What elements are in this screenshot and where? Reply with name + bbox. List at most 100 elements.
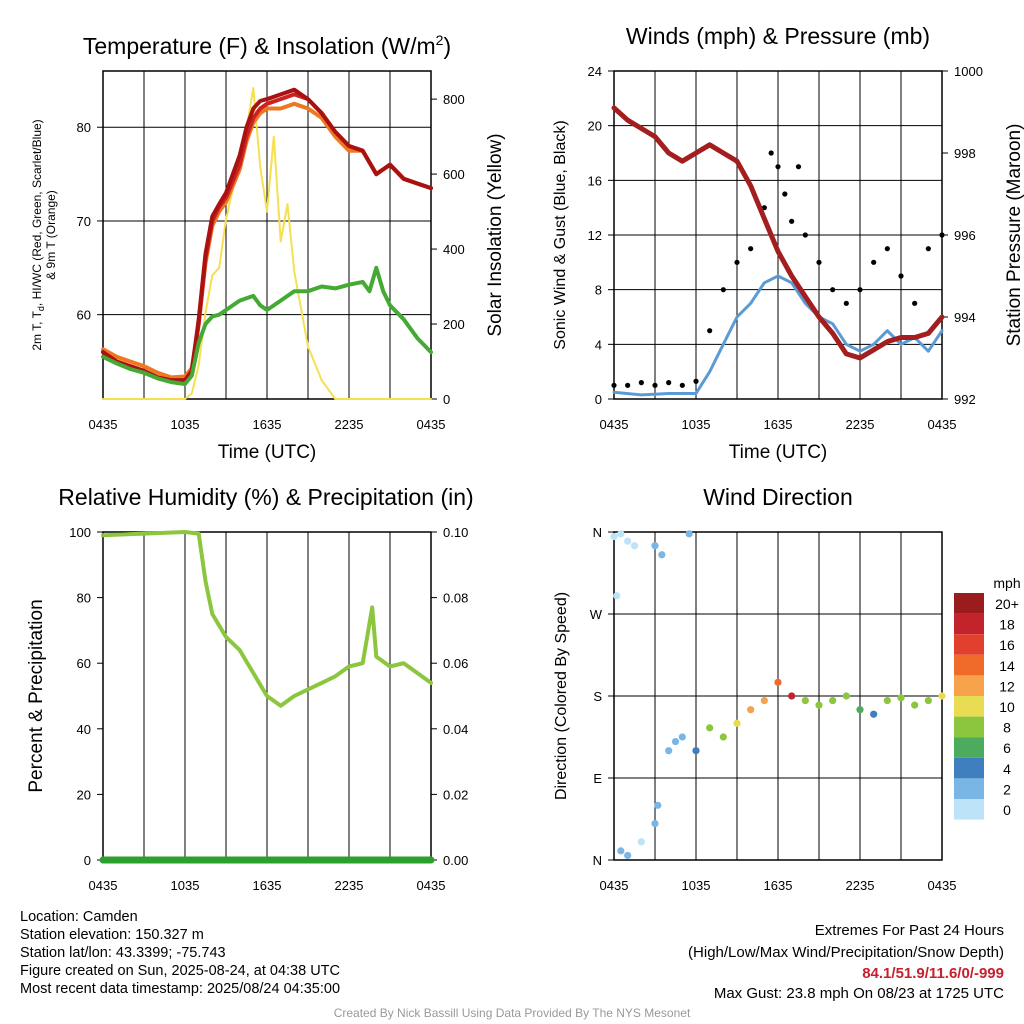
direction-point	[617, 847, 625, 855]
direction-point	[630, 542, 639, 550]
temperature-right-tick-label: 0	[443, 392, 450, 407]
winds-right-tick-label: 996	[954, 228, 976, 243]
gust-point	[625, 382, 631, 388]
gust-point	[611, 382, 617, 388]
winds-left-tick-label: 4	[595, 337, 602, 352]
humidity-right-tick-label: 0.08	[443, 591, 468, 606]
gust-point	[857, 287, 863, 293]
direction-x-tick-label: 2235	[846, 878, 875, 893]
station-info: Location: Camden Station elevation: 150.…	[20, 908, 340, 998]
direction-point	[665, 747, 673, 755]
temperature-right-tick-label: 200	[443, 317, 465, 332]
location-text: Location: Camden	[20, 909, 138, 925]
direction-point	[911, 701, 919, 709]
winds-left-tick-label: 12	[588, 228, 602, 243]
humidity-x-tick-label: 1635	[253, 878, 282, 893]
humidity-right-tick-label: 0.06	[443, 656, 468, 671]
direction-point	[801, 696, 809, 705]
direction-left-tick-label: N	[593, 853, 602, 868]
temperature-x-tick-label: 0435	[417, 417, 446, 432]
temperature-left-axis-label: 2m T, Td, HI/WC (Red, Green, Scarlet/Blu…	[30, 119, 46, 350]
gust-point	[693, 378, 699, 384]
direction-point	[651, 819, 659, 828]
gust-point	[871, 259, 877, 265]
humidity-left-tick-label: 60	[77, 656, 91, 671]
series-relative-humidity-line	[101, 530, 433, 708]
recent-text: Most recent data timestamp: 2025/08/24 0…	[20, 981, 341, 997]
gust-point	[748, 246, 754, 252]
temperature-x-tick-label: 2235	[335, 417, 364, 432]
legend-title: mph	[993, 575, 1020, 591]
extremes-values: 84.1/51.9/11.6/0/-999	[862, 965, 1004, 982]
legend-swatch	[954, 696, 984, 717]
humidity-left-tick-label: 20	[77, 787, 91, 802]
elevation-text: Station elevation: 150.327 m	[20, 927, 204, 943]
humidity-x-tick-label: 0435	[89, 878, 118, 893]
humidity-x-tick-label: 2235	[335, 878, 364, 893]
humidity-x-tick-label: 0435	[417, 878, 446, 893]
winds-x-tick-label: 1035	[682, 417, 711, 432]
winds-left-tick-label: 20	[588, 119, 602, 134]
direction-point	[613, 592, 621, 600]
humidity-right-tick-label: 0.00	[443, 853, 468, 868]
direction-point	[692, 747, 700, 755]
winds-panel: 0435 1035 1635 2235 0435 0 4 8 12 16 20 24 992 994 996…	[588, 64, 983, 432]
humidity-left-axis-label: Percent & Precipitation	[26, 599, 47, 792]
direction-x-tick-label: 0435	[928, 878, 957, 893]
legend-label: 4	[1003, 761, 1011, 777]
gust-point	[898, 273, 904, 279]
direction-x-tick-label: 1035	[682, 878, 711, 893]
legend-swatch	[954, 716, 984, 738]
winds-left-tick-label: 0	[595, 392, 602, 407]
gust-point	[720, 287, 726, 293]
direction-x-tick-label: 0435	[600, 878, 629, 893]
direction-left-tick-label: S	[593, 689, 602, 704]
legend-label: 16	[999, 637, 1015, 653]
gust-point	[789, 218, 795, 224]
gust-point	[782, 191, 788, 197]
direction-point	[774, 678, 782, 686]
gust-point	[830, 287, 836, 293]
gust-point	[884, 246, 890, 252]
legend-label: 20+	[995, 596, 1019, 612]
max-gust-text: Max Gust: 23.8 mph On 08/23 at 1725 UTC	[713, 985, 1004, 1002]
gust-point	[652, 382, 658, 388]
temperature-frame	[102, 70, 432, 400]
winds-panel-title: Winds (mph) & Pressure (mb)	[626, 23, 930, 49]
winds-right-axis-label: Station Pressure (Maroon)	[1004, 124, 1024, 347]
gust-point	[795, 164, 802, 170]
legend-label: 12	[999, 678, 1015, 694]
temperature-x-axis-label: Time (UTC)	[218, 442, 317, 463]
direction-panel-title: Wind Direction	[703, 484, 853, 510]
legend-label: 8	[1003, 720, 1011, 736]
credit-text: Created By Nick Bassill Using Data Provi…	[333, 1006, 691, 1020]
winds-left-tick-label: 8	[595, 283, 602, 298]
direction-point	[617, 530, 625, 538]
temperature-x-tick-label: 1035	[171, 417, 200, 432]
humidity-panel: 0435 1035 1635 2235 0435 0 20 40 60 80 100 0.00 0.02…	[69, 525, 468, 893]
winds-right-tick-label: 998	[954, 146, 976, 161]
humidity-x-tick-label: 1035	[171, 878, 200, 893]
winds-left-axis-label: Sonic Wind & Gust (Blue, Black)	[552, 120, 569, 349]
humidity-right-tick-label: 0.04	[443, 722, 468, 737]
direction-point	[651, 542, 659, 550]
legend-swatch	[954, 778, 984, 799]
extremes-info: Extremes For Past 24 Hours (High/Low/Max…	[688, 920, 1004, 1004]
winds-right-tick-label: 994	[954, 310, 976, 325]
direction-left-tick-label: N	[593, 525, 602, 540]
winds-x-tick-label: 0435	[600, 417, 629, 432]
temperature-left-tick-label: 60	[77, 308, 91, 323]
series-td-line	[101, 265, 433, 386]
gust-point	[802, 232, 808, 238]
direction-point	[685, 530, 693, 538]
latlon-text: Station lat/lon: 43.3399; -75.743	[20, 945, 226, 961]
extremes-subtitle: (High/Low/Max Wind/Precipitation/Snow De…	[688, 944, 1004, 961]
legend-label: 14	[999, 658, 1015, 674]
direction-point	[815, 701, 823, 709]
direction-point	[624, 537, 632, 545]
winds-left-tick-label: 16	[588, 173, 602, 188]
direction-point	[654, 801, 662, 809]
temperature-panel-title: Temperature (F) & Insolation (W/m2)	[83, 32, 451, 59]
